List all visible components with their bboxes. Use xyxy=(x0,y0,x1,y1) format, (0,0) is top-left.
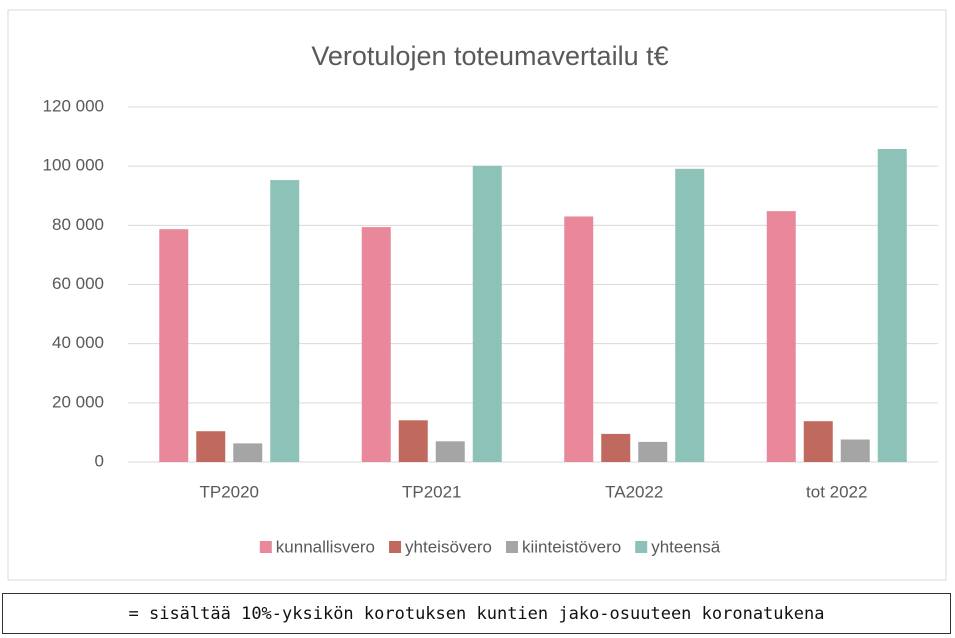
bar xyxy=(435,441,465,462)
x-tick-label: TP2021 xyxy=(402,482,462,501)
chart-title: Verotulojen toteumavertailu t€ xyxy=(311,41,668,71)
y-tick-label: 0 xyxy=(95,451,104,470)
bar xyxy=(270,180,300,462)
chart: Verotulojen toteumavertailu t€ 0 20 000 40… xyxy=(7,9,947,581)
y-tick-label: 100 000 xyxy=(43,156,104,175)
bar xyxy=(159,229,189,462)
legend-label: kiinteistövero xyxy=(522,537,621,556)
bar xyxy=(840,439,870,462)
bar xyxy=(766,211,796,462)
legend-label: kunnallisvero xyxy=(276,537,375,556)
legend-swatch xyxy=(505,541,518,553)
bar xyxy=(398,420,428,462)
bar xyxy=(803,421,833,462)
y-tick-label: 80 000 xyxy=(52,215,104,234)
y-tick-label: 60 000 xyxy=(52,274,104,293)
legend-swatch xyxy=(259,541,272,553)
bar xyxy=(361,227,391,462)
bar xyxy=(638,441,668,462)
bar xyxy=(233,443,263,462)
legend-swatch xyxy=(389,541,402,553)
bar xyxy=(564,216,594,462)
x-tick-label: tot 2022 xyxy=(806,482,867,501)
x-tick-label: TP2020 xyxy=(199,482,259,501)
legend-label: yhteisövero xyxy=(405,537,492,556)
footnote: = sisältää 10%-yksikön korotuksen kuntie… xyxy=(2,593,951,634)
bar xyxy=(196,431,226,462)
bar xyxy=(877,149,907,462)
bar xyxy=(472,165,502,462)
legend-swatch xyxy=(635,541,648,553)
y-tick-label: 40 000 xyxy=(52,333,104,352)
y-tick-label: 120 000 xyxy=(43,96,104,115)
legend-label: yhteensä xyxy=(651,537,721,556)
bar xyxy=(601,433,631,462)
y-tick-label: 20 000 xyxy=(52,392,104,411)
bar xyxy=(675,168,705,462)
x-tick-label: TA2022 xyxy=(605,482,663,501)
